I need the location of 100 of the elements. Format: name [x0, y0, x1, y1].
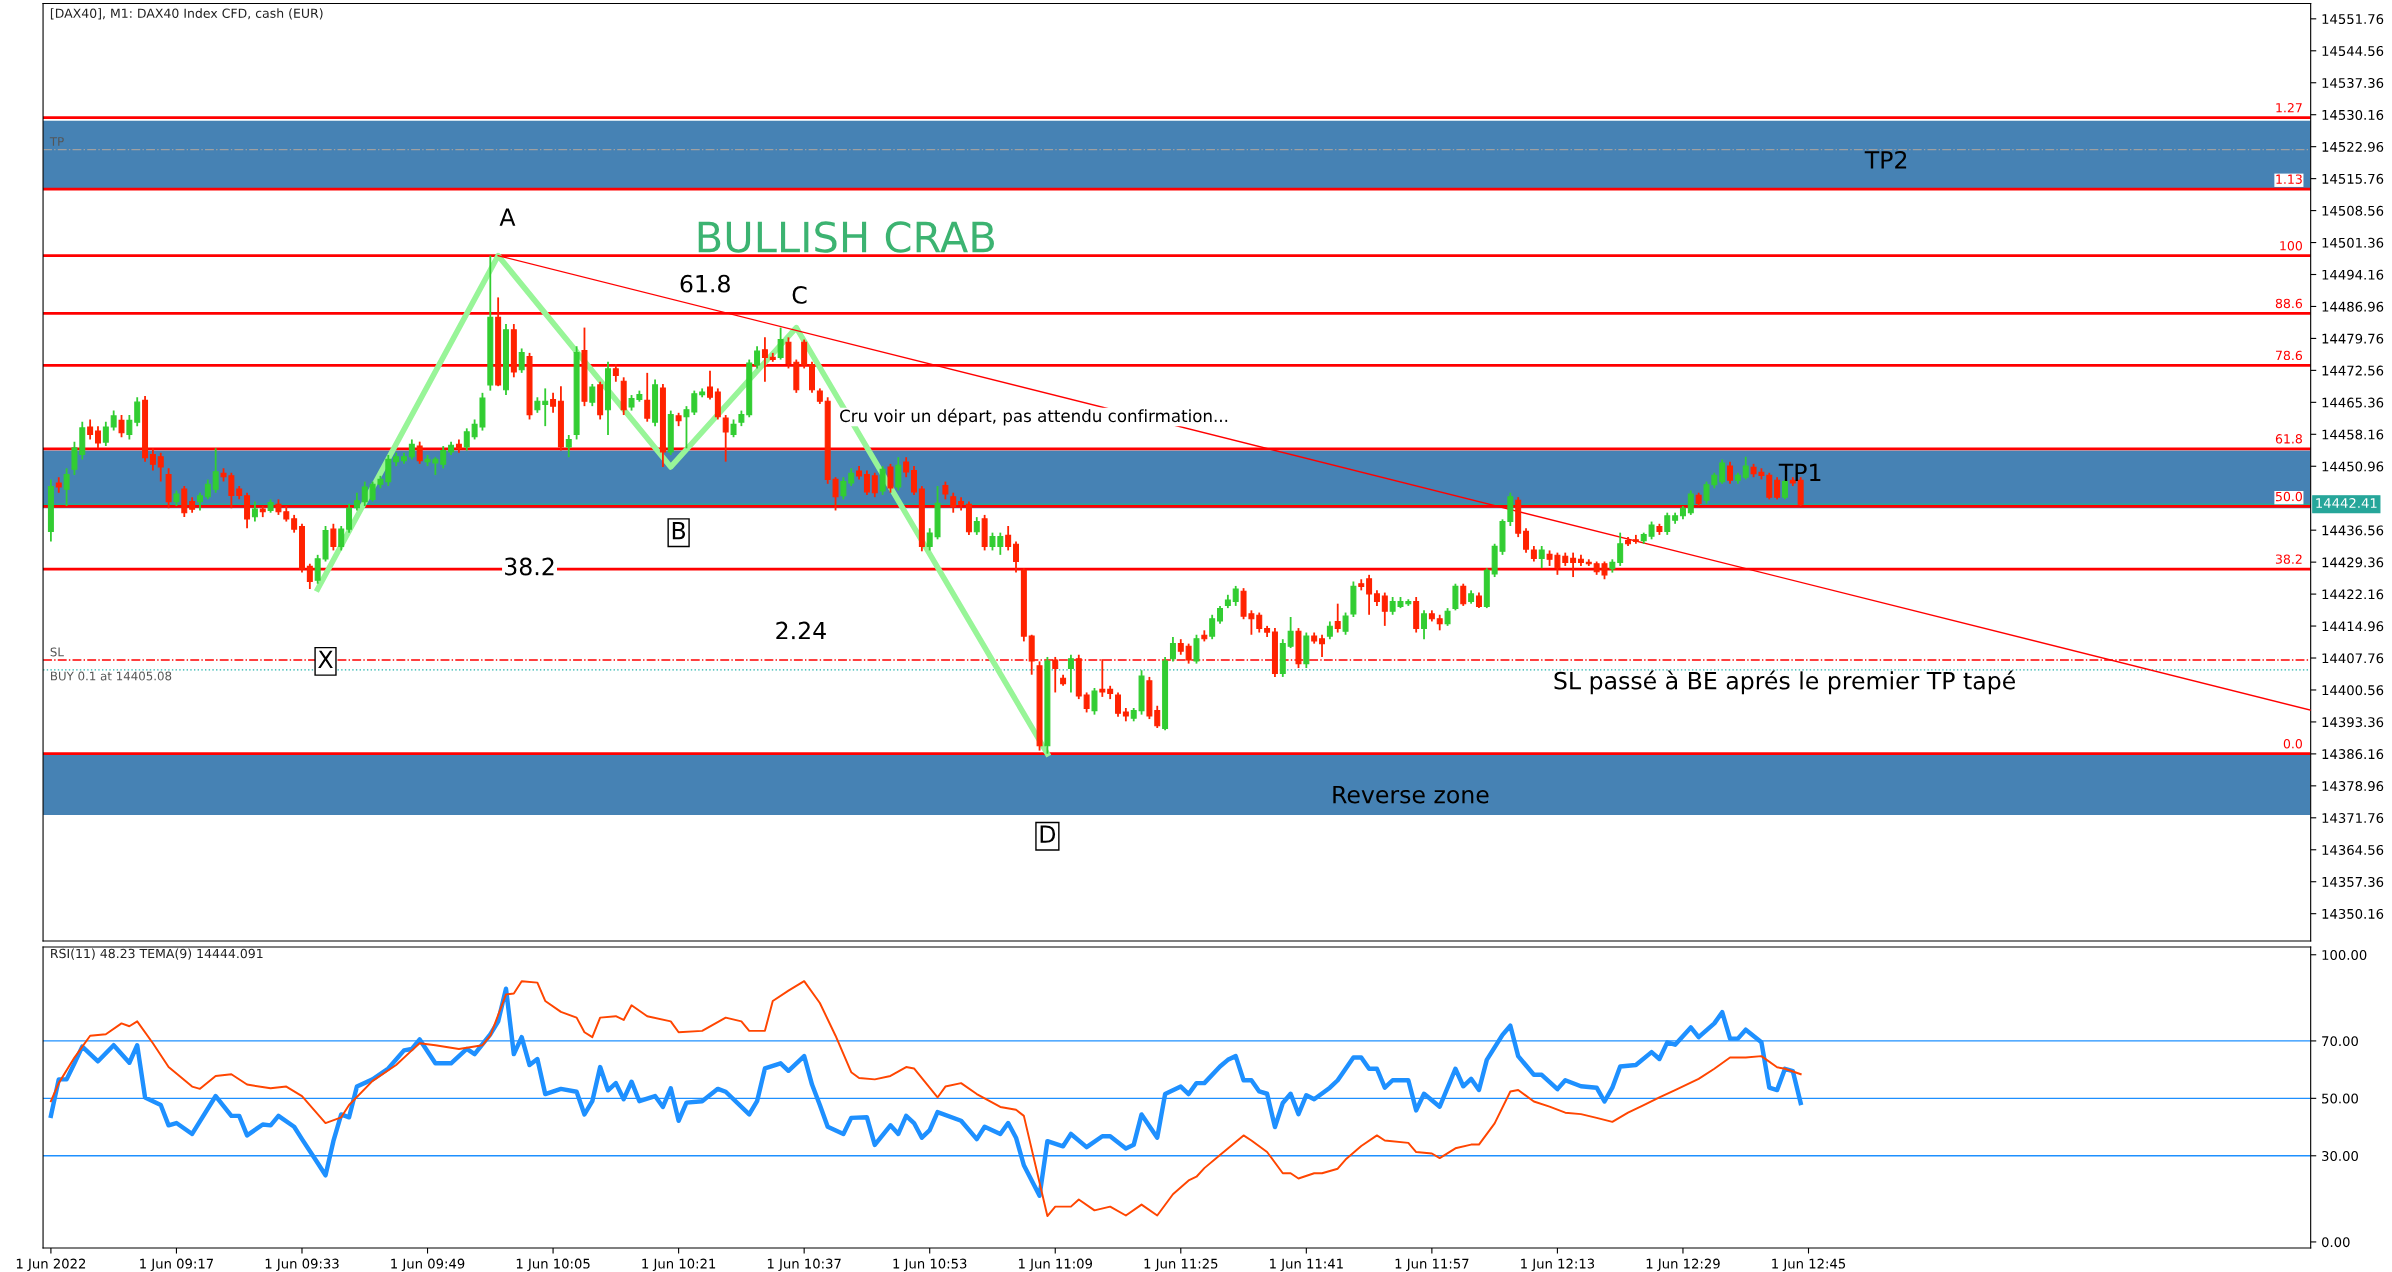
candlestick — [550, 391, 557, 414]
y-tick-label: 14436.56 — [2322, 525, 2384, 536]
y-tick-label: 14357.36 — [2322, 876, 2384, 887]
y-tick-label: 14414.96 — [2322, 621, 2384, 632]
x-tick-label: 1 Jun 10:21 — [642, 1258, 716, 1272]
annotation: 50.0 — [2275, 491, 2302, 502]
candlestick — [338, 525, 345, 552]
candlestick — [1185, 642, 1192, 665]
annotation: Cru voir un départ, pas attendu confirmation... — [840, 408, 1228, 426]
chart-title: RSI(11) 48.23 TEMA(9) 14444.091 — [51, 948, 263, 960]
candlestick — [181, 485, 188, 519]
y-tick-label: 70.00 — [2322, 1036, 2358, 1047]
y-tick-label: 14378.96 — [2322, 781, 2384, 792]
candlestick — [149, 447, 156, 472]
annotation: 61.8 — [680, 274, 730, 293]
candlestick — [1366, 573, 1373, 616]
annotation: 78.6 — [2276, 350, 2303, 361]
annotation: Reverse zone — [1333, 785, 1489, 804]
x-tick-label: 1 Jun 11:25 — [1144, 1258, 1218, 1272]
ref-line-label: 14442.41 — [2316, 498, 2377, 508]
y-tick-label: 100.00 — [2322, 949, 2367, 960]
candlestick — [1460, 582, 1467, 607]
candlestick — [1256, 611, 1263, 634]
y-tick-label: 14450.96 — [2322, 461, 2384, 472]
annotation: TP1 — [1778, 463, 1821, 482]
candlestick — [1232, 585, 1239, 607]
candlestick — [408, 438, 415, 461]
annotation: 1.27 — [2276, 102, 2302, 113]
candlestick — [871, 471, 878, 499]
candlestick — [110, 409, 117, 432]
annotation: 38.2 — [2275, 554, 2302, 564]
candlestick — [87, 418, 94, 441]
candlestick — [1005, 525, 1012, 552]
y-tick-label: 14479.76 — [2322, 333, 2384, 344]
candlestick — [887, 462, 894, 494]
candlestick — [1154, 704, 1161, 729]
x-tick-label: 1 Jun 10:37 — [767, 1258, 841, 1272]
annotation: 61.8 — [2275, 434, 2302, 444]
y-tick-label: 14486.96 — [2322, 301, 2384, 312]
x-tick-label: 1 Jun 2022 — [16, 1258, 86, 1272]
annotation: SL passé à BE aprés le premier TP tapé — [1554, 670, 2015, 695]
candlestick — [1013, 540, 1019, 574]
chart-title: [DAX40], M1: DAX40 Index CFD, cash (EUR) — [50, 8, 323, 20]
candlestick — [1421, 609, 1428, 641]
y-tick-label: 14537.36 — [2322, 77, 2384, 88]
candlestick — [644, 371, 651, 423]
annotation: 88.6 — [2275, 298, 2303, 309]
candlestick — [1342, 611, 1349, 636]
candlestick — [722, 414, 729, 463]
x-tick-label: 1 Jun 10:05 — [516, 1258, 590, 1272]
candlestick — [157, 451, 164, 483]
y-tick-label: 50.00 — [2322, 1093, 2358, 1104]
ref-line-label: TP — [49, 137, 64, 146]
x-tick-label: 1 Jun 12:13 — [1521, 1258, 1595, 1272]
y-tick-label: 14350.16 — [2322, 908, 2384, 919]
candlestick — [1334, 602, 1341, 634]
y-tick-label: 14472.56 — [2322, 365, 2384, 376]
y-tick-label: 14364.56 — [2322, 844, 2384, 855]
candlestick — [777, 326, 784, 361]
candlestick — [102, 420, 109, 448]
candlestick — [1169, 636, 1176, 663]
y-tick-label: 14494.16 — [2322, 269, 2384, 280]
candlestick — [707, 369, 713, 401]
candlestick — [361, 480, 368, 507]
y-tick-label: 14515.76 — [2322, 173, 2384, 184]
candlestick — [542, 387, 549, 428]
candlestick — [330, 522, 337, 552]
y-tick-label: 14422.16 — [2322, 589, 2384, 600]
candlestick — [244, 491, 251, 530]
x-tick-label: 1 Jun 09:49 — [391, 1258, 465, 1272]
y-tick-label: 14400.56 — [2322, 685, 2384, 696]
candlestick — [863, 469, 870, 496]
annotation: BULLISH CRAB — [698, 221, 994, 253]
candlestick — [950, 491, 957, 514]
y-tick-label: 14429.36 — [2322, 557, 2384, 568]
candlestick — [1727, 460, 1734, 485]
annotation: 2.24 — [776, 621, 826, 640]
candlestick — [118, 414, 125, 439]
candlestick — [1115, 691, 1122, 718]
annotation: 100 — [2280, 241, 2302, 251]
candlestick — [94, 425, 101, 450]
candlestick — [1719, 458, 1726, 485]
candlestick — [589, 383, 596, 408]
y-tick-label: 14501.36 — [2322, 237, 2384, 248]
y-tick-label: 14371.76 — [2322, 813, 2384, 824]
annotation: 38.2 — [505, 557, 554, 576]
candlestick — [840, 476, 847, 501]
candlestick — [1452, 582, 1459, 612]
x-tick-label: 1 Jun 10:53 — [893, 1258, 967, 1272]
candlestick — [1287, 616, 1294, 649]
candlestick — [1319, 633, 1326, 658]
annotation: 0.0 — [2283, 739, 2302, 749]
y-tick-label: 14393.36 — [2322, 717, 2384, 728]
annotation: B — [672, 521, 686, 540]
candlestick — [911, 465, 917, 496]
annotation: A — [499, 208, 516, 226]
candlestick — [306, 562, 313, 590]
y-tick-label: 30.00 — [2322, 1151, 2358, 1161]
candlestick — [440, 445, 447, 470]
candlestick — [416, 440, 423, 465]
